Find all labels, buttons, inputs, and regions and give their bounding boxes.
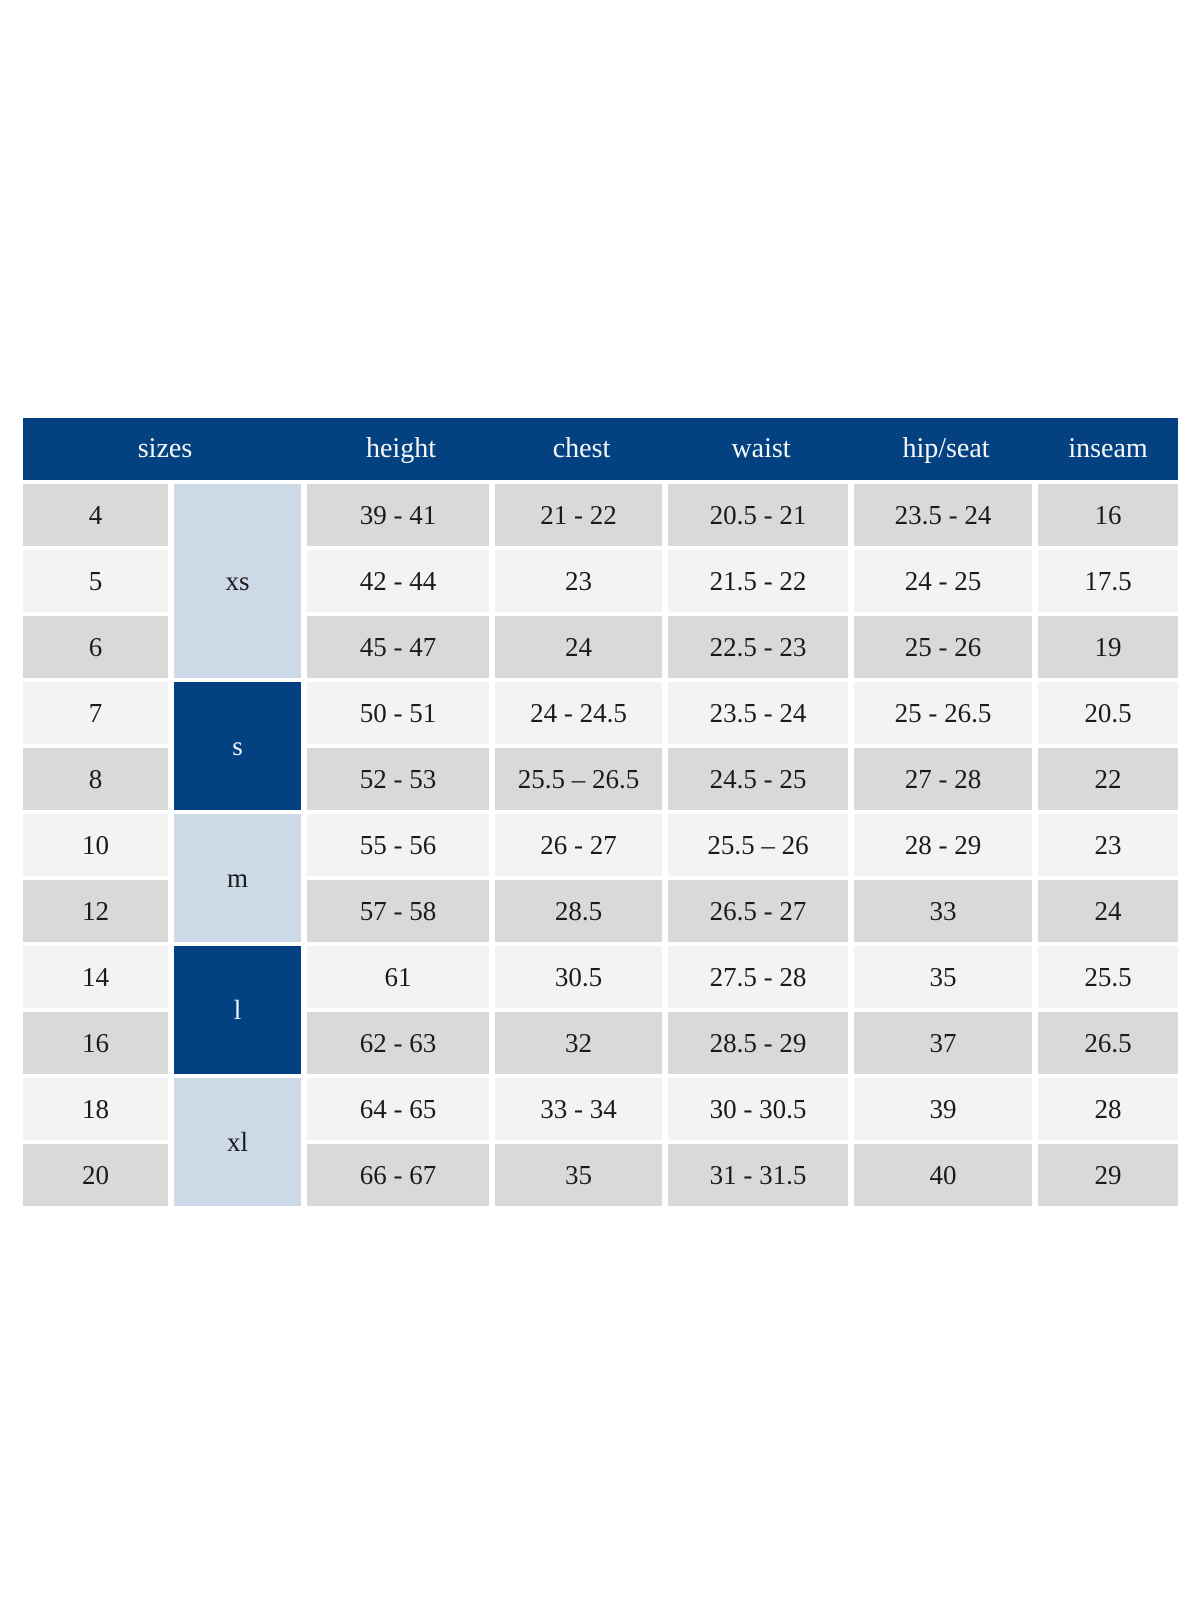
size-group-cell-s: s — [174, 682, 307, 814]
hip-seat-cell: 28 - 29 — [854, 814, 1038, 880]
hip-seat-cell: 33 — [854, 880, 1038, 946]
inseam-cell: 29 — [1038, 1144, 1178, 1210]
table-row-size-14: 14 l 61 30.5 27.5 - 28 35 25.5 — [23, 946, 1178, 1078]
column-header-chest: chest — [495, 418, 668, 484]
inseam-cell: 24 — [1038, 880, 1178, 946]
inseam-cell: 25.5 — [1038, 946, 1178, 1012]
waist-cell: 24.5 - 25 — [668, 748, 854, 814]
height-cell: 52 - 53 — [307, 748, 495, 814]
inseam-cell: 20.5 — [1038, 682, 1178, 748]
table-row-size-6: 6 45 - 47 24 22.5 - 23 25 - 26 19 — [23, 616, 1178, 682]
hip-seat-cell: 40 — [854, 1144, 1038, 1210]
waist-cell: 22.5 - 23 — [668, 616, 854, 682]
hip-seat-cell: 23.5 - 24 — [854, 484, 1038, 550]
size-cell: 8 — [23, 748, 174, 814]
height-cell: 62 - 63 — [307, 1012, 495, 1078]
size-cell: 14 — [23, 946, 174, 1012]
size-group-cell-xl: xl — [174, 1078, 307, 1210]
table-row-size-20: 20 66 - 67 35 31 - 31.5 40 29 — [23, 1144, 1178, 1210]
height-cell: 61 — [307, 946, 495, 1012]
hip-seat-cell: 24 - 25 — [854, 550, 1038, 616]
waist-cell: 31 - 31.5 — [668, 1144, 854, 1210]
chest-cell: 28.5 — [495, 880, 668, 946]
inseam-cell: 22 — [1038, 748, 1178, 814]
chest-cell: 23 — [495, 550, 668, 616]
table-row-size-12: 12 57 - 58 28.5 26.5 - 27 33 24 — [23, 880, 1178, 946]
size-group-cell-l: l — [174, 946, 307, 1078]
height-cell: 57 - 58 — [307, 880, 495, 946]
waist-cell: 23.5 - 24 — [668, 682, 854, 748]
header-row: sizes height chest waist hip/seat inseam — [23, 418, 1178, 484]
hip-seat-cell: 39 — [854, 1078, 1038, 1144]
height-cell: 50 - 51 — [307, 682, 495, 748]
chest-cell: 32 — [495, 1012, 668, 1078]
chest-cell: 24 — [495, 616, 668, 682]
table-row-size-7: 7 s 50 - 51 24 - 24.5 23.5 - 24 25 - 26.… — [23, 682, 1178, 814]
column-header-sizes: sizes — [23, 418, 307, 484]
column-header-height: height — [307, 418, 495, 484]
table-row-size-18: 18 xl 64 - 65 33 - 34 30 - 30.5 39 28 — [23, 1078, 1178, 1210]
table-row-size-4: 4 xs 39 - 41 21 - 22 20.5 - 21 23.5 - 24… — [23, 484, 1178, 682]
hip-seat-cell: 25 - 26 — [854, 616, 1038, 682]
chest-cell: 35 — [495, 1144, 668, 1210]
size-cell: 10 — [23, 814, 174, 880]
size-cell: 16 — [23, 1012, 174, 1078]
inseam-cell: 28 — [1038, 1078, 1178, 1144]
size-chart-table: sizes height chest waist hip/seat inseam… — [23, 418, 1178, 1210]
size-cell: 6 — [23, 616, 174, 682]
height-cell: 39 - 41 — [307, 484, 495, 550]
height-cell: 45 - 47 — [307, 616, 495, 682]
table-row-size-16: 16 62 - 63 32 28.5 - 29 37 26.5 — [23, 1012, 1178, 1078]
size-cell: 12 — [23, 880, 174, 946]
waist-cell: 26.5 - 27 — [668, 880, 854, 946]
size-cell: 18 — [23, 1078, 174, 1144]
chest-cell: 26 - 27 — [495, 814, 668, 880]
chest-cell: 33 - 34 — [495, 1078, 668, 1144]
inseam-cell: 17.5 — [1038, 550, 1178, 616]
inseam-cell: 16 — [1038, 484, 1178, 550]
height-cell: 66 - 67 — [307, 1144, 495, 1210]
hip-seat-cell: 27 - 28 — [854, 748, 1038, 814]
table-row-size-10: 10 m 55 - 56 26 - 27 25.5 – 26 28 - 29 2… — [23, 814, 1178, 946]
size-cell: 4 — [23, 484, 174, 550]
height-cell: 64 - 65 — [307, 1078, 495, 1144]
size-group-cell-m: m — [174, 814, 307, 946]
table-row-size-5: 5 42 - 44 23 21.5 - 22 24 - 25 17.5 — [23, 550, 1178, 616]
chest-cell: 24 - 24.5 — [495, 682, 668, 748]
height-cell: 55 - 56 — [307, 814, 495, 880]
chest-cell: 30.5 — [495, 946, 668, 1012]
hip-seat-cell: 25 - 26.5 — [854, 682, 1038, 748]
chest-cell: 25.5 – 26.5 — [495, 748, 668, 814]
size-cell: 20 — [23, 1144, 174, 1210]
column-header-waist: waist — [668, 418, 854, 484]
column-header-hip-seat: hip/seat — [854, 418, 1038, 484]
waist-cell: 25.5 – 26 — [668, 814, 854, 880]
size-cell: 7 — [23, 682, 174, 748]
waist-cell: 20.5 - 21 — [668, 484, 854, 550]
waist-cell: 30 - 30.5 — [668, 1078, 854, 1144]
chest-cell: 21 - 22 — [495, 484, 668, 550]
inseam-cell: 23 — [1038, 814, 1178, 880]
height-cell: 42 - 44 — [307, 550, 495, 616]
waist-cell: 28.5 - 29 — [668, 1012, 854, 1078]
hip-seat-cell: 37 — [854, 1012, 1038, 1078]
size-cell: 5 — [23, 550, 174, 616]
inseam-cell: 26.5 — [1038, 1012, 1178, 1078]
hip-seat-cell: 35 — [854, 946, 1038, 1012]
waist-cell: 27.5 - 28 — [668, 946, 854, 1012]
size-group-cell-xs: xs — [174, 484, 307, 682]
column-header-inseam: inseam — [1038, 418, 1178, 484]
inseam-cell: 19 — [1038, 616, 1178, 682]
table-row-size-8: 8 52 - 53 25.5 – 26.5 24.5 - 25 27 - 28 … — [23, 748, 1178, 814]
waist-cell: 21.5 - 22 — [668, 550, 854, 616]
